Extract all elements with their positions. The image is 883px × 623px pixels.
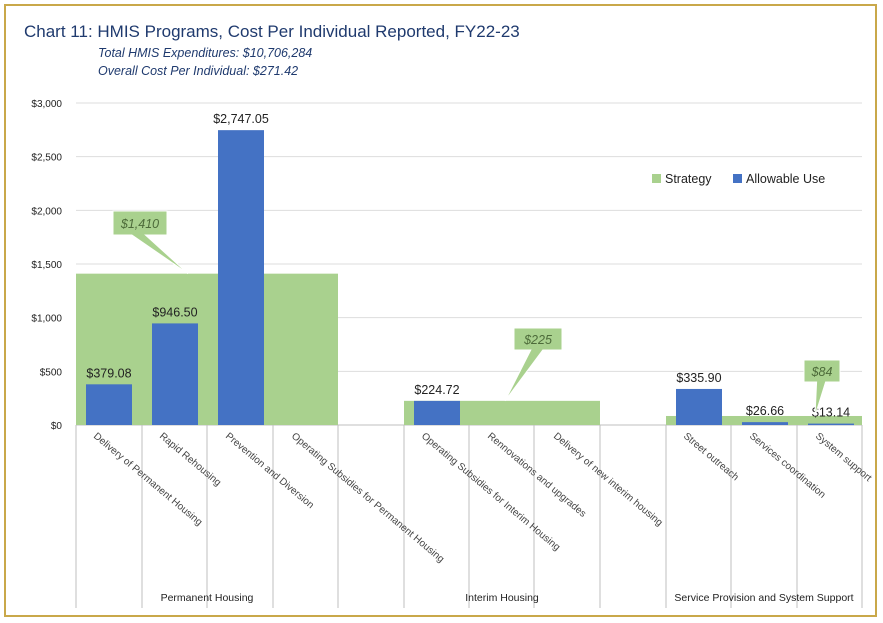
legend-swatch <box>652 174 661 183</box>
y-tick-label: $1,500 <box>31 260 62 271</box>
bar-value-label: $26.66 <box>746 404 784 418</box>
category-label: Delivery of Permanent Housing <box>91 431 204 528</box>
legend-label: Allowable Use <box>746 172 825 186</box>
strategy-value-label: $225 <box>523 333 552 347</box>
bar-value-label: $13.14 <box>812 406 850 420</box>
y-tick-label: $500 <box>40 367 63 378</box>
chart-title: Chart 11: HMIS Programs, Cost Per Indivi… <box>24 22 520 41</box>
bar-value-label: $946.50 <box>152 305 197 319</box>
y-tick-label: $3,000 <box>31 99 62 110</box>
group-label: Interim Housing <box>465 592 539 604</box>
legend-label: Strategy <box>665 172 712 186</box>
bar-value-label: $379.08 <box>86 366 131 380</box>
category-label: Delivery of new interim housing <box>551 431 665 529</box>
bar-value-label: $224.72 <box>414 383 459 397</box>
y-tick-label: $2,500 <box>31 153 62 164</box>
y-tick-label: $0 <box>51 421 63 432</box>
group-label: Service Provision and System Support <box>674 592 853 604</box>
category-label: Operating Subsidies for Permanent Housin… <box>289 431 446 565</box>
strategy-callout <box>112 210 189 275</box>
chart-subtitle-total: Total HMIS Expenditures: $10,706,284 <box>98 46 313 60</box>
allowable-bar <box>742 422 788 425</box>
group-label: Permanent Housing <box>161 592 254 604</box>
bar-value-label: $335.90 <box>676 371 721 385</box>
strategy-bar <box>666 415 862 425</box>
allowable-bar <box>414 400 460 425</box>
allowable-bar <box>152 323 198 425</box>
y-tick-label: $1,000 <box>31 314 62 325</box>
category-label: Operating Subsidies for Interim Housing <box>419 431 562 553</box>
category-label: Street outreach <box>681 431 740 483</box>
category-label: Rapid Rehousing <box>157 431 223 489</box>
allowable-bar <box>86 384 132 425</box>
category-label: Services coordination <box>747 431 827 501</box>
y-tick-label: $2,000 <box>31 206 62 217</box>
chart-subtitle-cost: Overall Cost Per Individual: $271.42 <box>98 64 299 78</box>
strategy-callout <box>504 327 563 402</box>
allowable-bar <box>218 130 264 425</box>
allowable-bar <box>808 423 854 426</box>
strategy-value-label: $84 <box>811 365 833 379</box>
allowable-bar <box>676 388 722 425</box>
bar-value-label: $2,747.05 <box>213 112 269 126</box>
strategy-callout <box>803 359 841 417</box>
strategy-value-label: $1,410 <box>120 217 159 231</box>
legend-swatch <box>733 174 742 183</box>
category-label: System support <box>813 431 873 484</box>
